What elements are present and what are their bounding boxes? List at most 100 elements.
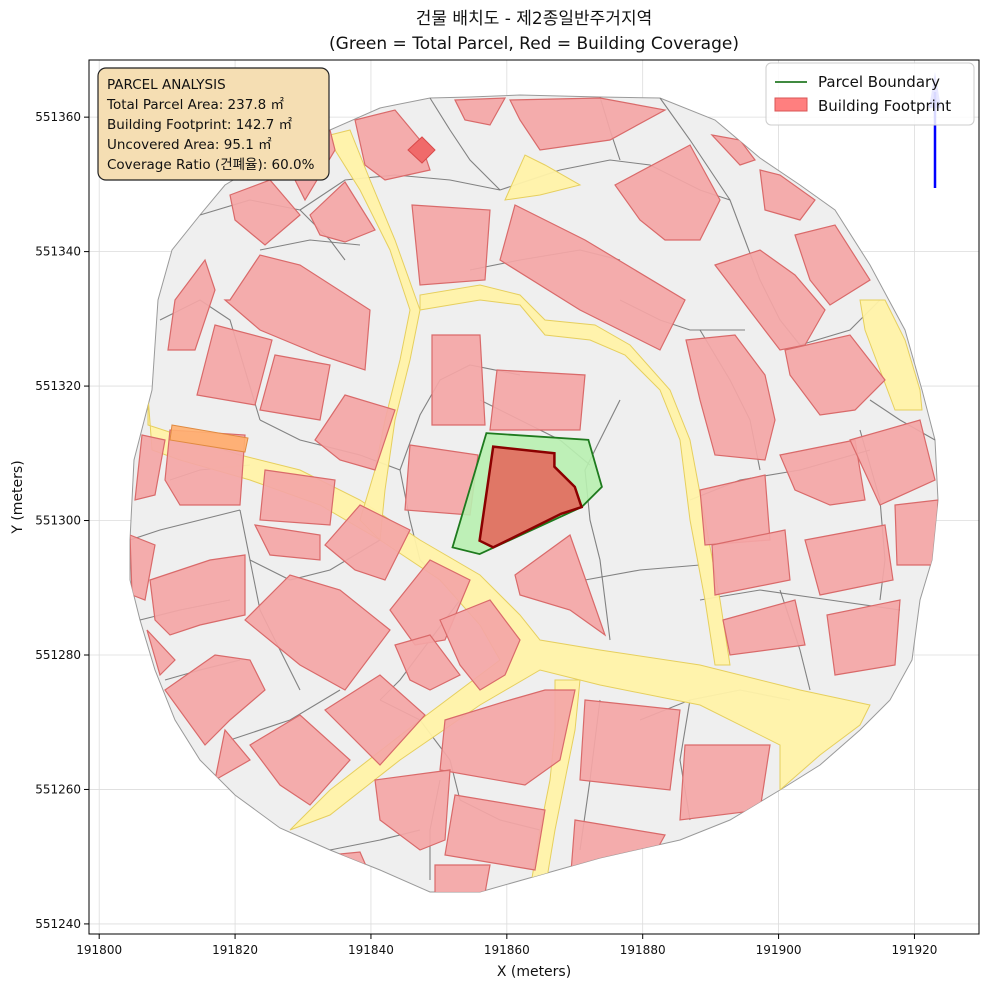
parcel-line — [259, 239, 361, 251]
annotation-line: Uncovered Area: 95.1 ㎡ — [107, 137, 272, 153]
building — [407, 136, 436, 164]
building — [722, 599, 806, 656]
target-parcel — [451, 432, 603, 556]
building — [714, 249, 826, 351]
parcel-line — [659, 97, 746, 241]
y-tick-label: 551240 — [35, 917, 81, 931]
x-tick-label: 191860 — [484, 943, 530, 957]
legend-label: Parcel Boundary — [818, 73, 940, 91]
building — [146, 629, 176, 677]
road — [859, 299, 923, 411]
legend-frame — [765, 62, 975, 126]
parcel-line — [429, 97, 501, 191]
chart-title: 건물 배치도 - 제2종일반주거지역 — [416, 9, 652, 29]
building — [196, 324, 273, 406]
road — [419, 284, 731, 666]
y-ticks: 551240 551260 551280 551300 551320 551340 5513… — [35, 110, 89, 931]
map-layer — [129, 72, 941, 893]
building — [259, 354, 331, 421]
building — [324, 504, 411, 581]
parcel-line — [584, 564, 701, 581]
building — [167, 258, 216, 351]
road — [504, 154, 582, 201]
building — [249, 714, 351, 806]
x-tick-label: 191880 — [620, 943, 666, 957]
building — [779, 439, 866, 506]
building — [711, 529, 791, 596]
building — [894, 499, 938, 566]
y-tick-label: 551320 — [35, 379, 81, 393]
chart-subtitle: (Green = Total Parcel, Red = Building Co… — [329, 34, 739, 54]
x-axis-label: X (meters) — [497, 964, 571, 980]
building — [710, 134, 756, 166]
building — [794, 224, 871, 306]
building — [411, 204, 491, 286]
building — [354, 109, 431, 181]
building — [444, 794, 546, 871]
x-tick-label: 191840 — [348, 943, 394, 957]
building — [514, 534, 607, 637]
building — [374, 769, 451, 851]
building-footprint — [478, 445, 584, 549]
building — [164, 654, 266, 746]
buildings — [130, 97, 938, 892]
annotation-line: Total Parcel Area: 237.8 ㎡ — [106, 97, 284, 113]
building — [454, 97, 507, 126]
building — [314, 394, 396, 471]
building — [784, 334, 886, 416]
building — [579, 699, 681, 791]
y-tick-label: 551340 — [35, 245, 81, 259]
building — [685, 334, 776, 461]
y-tick-label: 551260 — [35, 782, 81, 796]
legend-marker-building-footprint — [774, 97, 808, 112]
x-tick-label: 191800 — [76, 943, 122, 957]
y-tick-label: 551300 — [35, 514, 81, 528]
x-tick-label: 191920 — [892, 943, 938, 957]
building — [509, 97, 667, 151]
x-tick-label: 191820 — [212, 943, 258, 957]
building — [826, 599, 901, 676]
axes-frame — [88, 59, 980, 935]
y-tick-label: 551360 — [35, 110, 81, 124]
y-axis-label: Y (meters) — [10, 460, 26, 534]
building — [499, 204, 686, 351]
building — [324, 674, 426, 766]
building — [431, 334, 486, 426]
building — [434, 864, 491, 892]
legend-label: Building Footprint — [818, 97, 951, 115]
annotation-title: PARCEL ANALYSIS — [107, 77, 226, 93]
building — [439, 689, 576, 786]
building — [169, 424, 249, 453]
parcel-line — [130, 509, 241, 541]
parcel-line — [699, 589, 901, 611]
building — [849, 419, 936, 506]
building — [229, 179, 301, 246]
building — [439, 599, 521, 691]
building — [253, 524, 321, 561]
building — [489, 369, 586, 431]
building — [244, 574, 391, 691]
building — [804, 524, 894, 596]
x-ticks: 191800 191820 191840 191860 191880 191900 1919… — [76, 934, 937, 957]
annotation-line: Building Footprint: 142.7 ㎡ — [107, 117, 293, 133]
building — [309, 181, 376, 243]
building — [223, 254, 371, 371]
x-tick-label: 191900 — [756, 943, 802, 957]
parcel-line — [239, 509, 301, 691]
building — [130, 534, 156, 601]
parcel-line — [229, 689, 341, 741]
building — [149, 554, 246, 636]
building — [259, 469, 336, 526]
y-tick-label: 551280 — [35, 648, 81, 662]
parcel-analysis-box: PARCEL ANALYSIS Total Parcel Area: 237.8… — [97, 67, 330, 181]
building — [614, 144, 721, 241]
building — [214, 728, 251, 782]
annotation-background — [97, 67, 330, 181]
legend: Parcel Boundary Building Footprint — [765, 62, 975, 126]
building — [134, 434, 166, 501]
building — [394, 634, 461, 691]
annotation-line: Coverage Ratio (건폐율): 60.0% — [107, 157, 315, 173]
building — [759, 169, 816, 221]
